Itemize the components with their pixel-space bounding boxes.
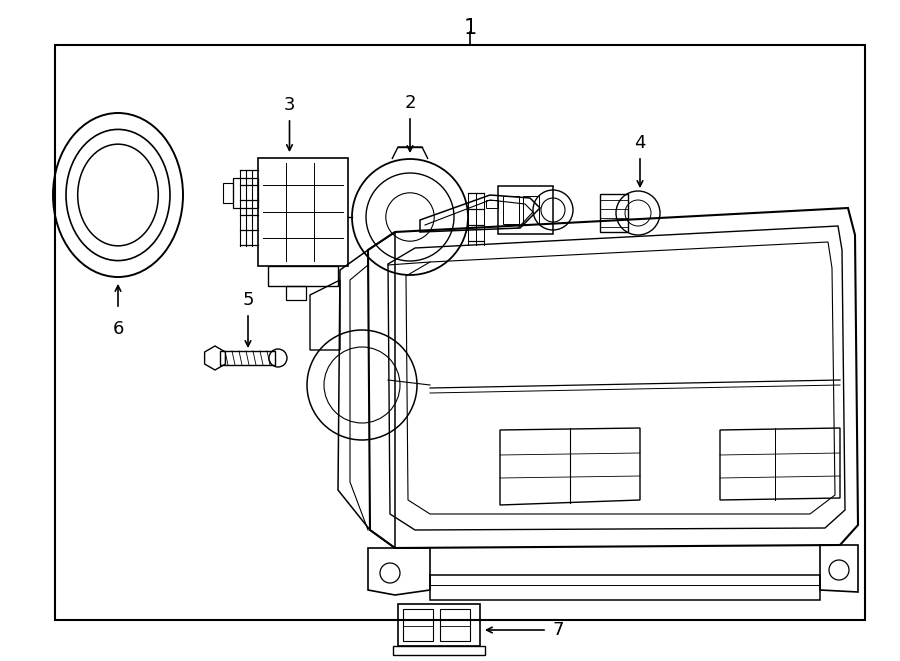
Bar <box>600 194 628 232</box>
Text: 7: 7 <box>552 621 563 639</box>
Text: 5: 5 <box>242 291 254 309</box>
Bar <box>286 286 306 300</box>
Bar <box>398 604 480 646</box>
Bar <box>503 196 519 224</box>
Bar <box>258 158 348 266</box>
Bar <box>403 609 433 641</box>
Bar <box>268 266 338 286</box>
Bar <box>55 45 865 620</box>
Bar <box>523 196 539 224</box>
Bar <box>498 186 553 234</box>
Text: 1: 1 <box>464 18 477 38</box>
Text: 3: 3 <box>284 96 295 114</box>
Bar <box>393 646 485 655</box>
Bar <box>220 351 275 365</box>
Bar <box>223 183 233 203</box>
Text: 4: 4 <box>634 134 646 152</box>
Bar <box>233 178 258 208</box>
Bar <box>486 200 498 208</box>
Bar <box>440 609 470 641</box>
Text: 2: 2 <box>404 94 416 112</box>
Text: 6: 6 <box>112 320 123 338</box>
